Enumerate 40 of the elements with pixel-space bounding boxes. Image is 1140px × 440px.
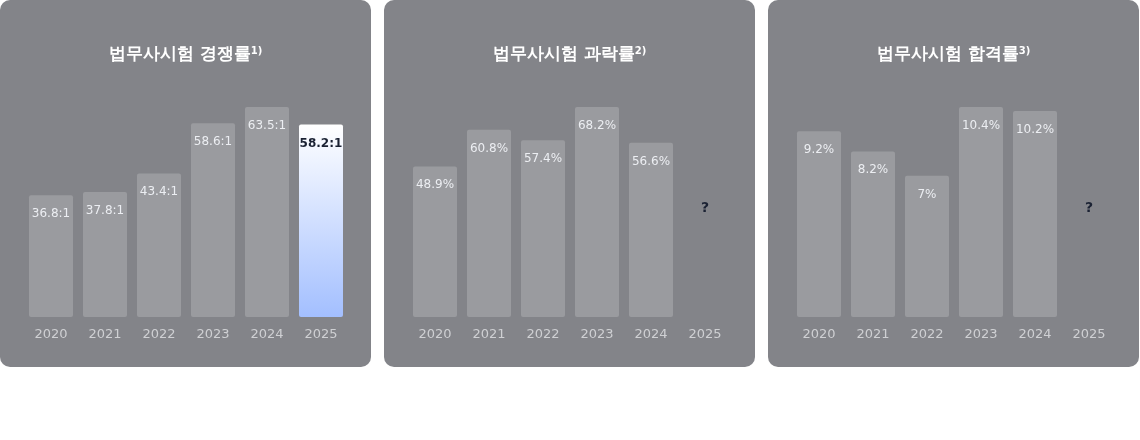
data-label: 9.2%	[803, 142, 835, 157]
x-tick-label: 2025	[304, 326, 338, 341]
x-tick-label: 2022	[526, 326, 560, 341]
text: ?	[700, 199, 710, 215]
data-label: 58.2:1	[299, 135, 343, 150]
x-tick-label: 2021	[88, 326, 122, 341]
x-tick-label: 2020	[34, 326, 68, 341]
bar	[299, 124, 343, 317]
chart-title: 법무사시험 합격률$^{3)}$	[876, 43, 1031, 63]
chart-title: 법무사시험 경쟁률$^{1)}$	[108, 43, 263, 63]
data-label: 36.8:1	[31, 206, 71, 221]
data-label: 48.9%	[415, 177, 455, 192]
x-tick-label: 2025	[1072, 326, 1106, 341]
data-label: 68.2%	[577, 118, 617, 132]
chart-title: 법무사시험 과락률$^{2)}$	[492, 43, 647, 63]
data-label: 58.6:1	[193, 134, 233, 149]
data-label: 10.2%	[1015, 122, 1055, 137]
data-label: 63.5:1	[247, 118, 287, 132]
x-tick-label: 2024	[634, 326, 668, 341]
x-tick-label: 2023	[580, 326, 614, 341]
data-label: 57.4%	[523, 151, 563, 166]
x-tick-label: 2023	[196, 326, 230, 341]
x-tick-label: 2024	[1018, 326, 1052, 341]
x-tick-label: 2025	[688, 326, 722, 341]
data-label: 10.4%	[961, 118, 1001, 132]
x-tick-label: 2020	[418, 326, 452, 341]
data-label: 7%	[917, 186, 937, 201]
x-tick-label: 2024	[250, 326, 284, 341]
data-label: 37.8:1	[85, 202, 125, 217]
data-label: 56.6%	[631, 153, 671, 168]
x-tick-label: 2021	[472, 326, 506, 341]
x-tick-label: 2023	[964, 326, 998, 341]
x-tick-label: 2022	[910, 326, 944, 341]
data-label: 60.8%	[469, 140, 509, 155]
x-tick-label: 2022	[142, 326, 176, 341]
x-tick-label: 2020	[802, 326, 836, 341]
text: ?	[1084, 199, 1094, 215]
x-tick-label: 2021	[856, 326, 890, 341]
data-label: 43.4:1	[139, 184, 179, 199]
data-label: 8.2%	[857, 162, 889, 177]
